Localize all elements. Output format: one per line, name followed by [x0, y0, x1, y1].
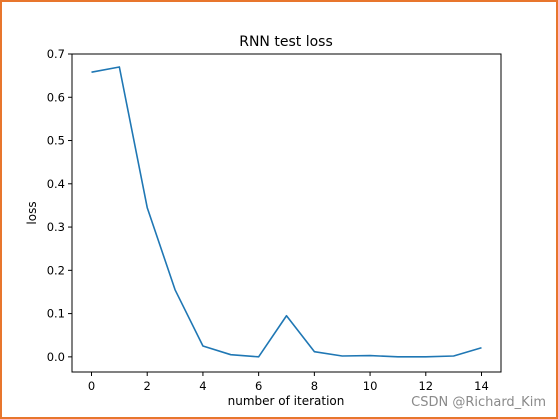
x-axis-label: number of iteration — [228, 394, 345, 408]
y-axis-ticks: 0.0 0.1 0.2 0.3 0.4 0.5 0.6 0.7 — [47, 47, 72, 364]
x-tick-label: 2 — [144, 379, 151, 393]
x-tick-label: 8 — [311, 379, 318, 393]
chart-title: RNN test loss — [239, 34, 333, 50]
x-tick-label: 10 — [363, 379, 378, 393]
series-group — [91, 66, 482, 358]
x-tick-label: 12 — [418, 379, 433, 393]
x-tick-label: 4 — [199, 379, 206, 393]
y-tick-label: 0.1 — [47, 307, 65, 321]
y-tick-label: 0.7 — [47, 47, 65, 61]
y-tick-label: 0.6 — [47, 90, 65, 104]
y-axis-label: loss — [25, 201, 39, 224]
watermark-text: CSDN @Richard_Kim — [411, 395, 546, 410]
x-tick-label: 0 — [88, 379, 95, 393]
y-tick-label: 0.0 — [47, 350, 65, 364]
y-tick-label: 0.3 — [47, 220, 65, 234]
y-tick-label: 0.4 — [47, 177, 65, 191]
y-tick-label: 0.5 — [47, 134, 65, 148]
plot-area — [71, 53, 502, 373]
x-tick-label: 14 — [474, 379, 489, 393]
x-tick-label: 6 — [255, 379, 262, 393]
y-tick-label: 0.2 — [47, 263, 65, 277]
x-axis-ticks: 0 2 4 6 8 10 12 14 — [88, 372, 489, 393]
series-line — [91, 66, 482, 358]
